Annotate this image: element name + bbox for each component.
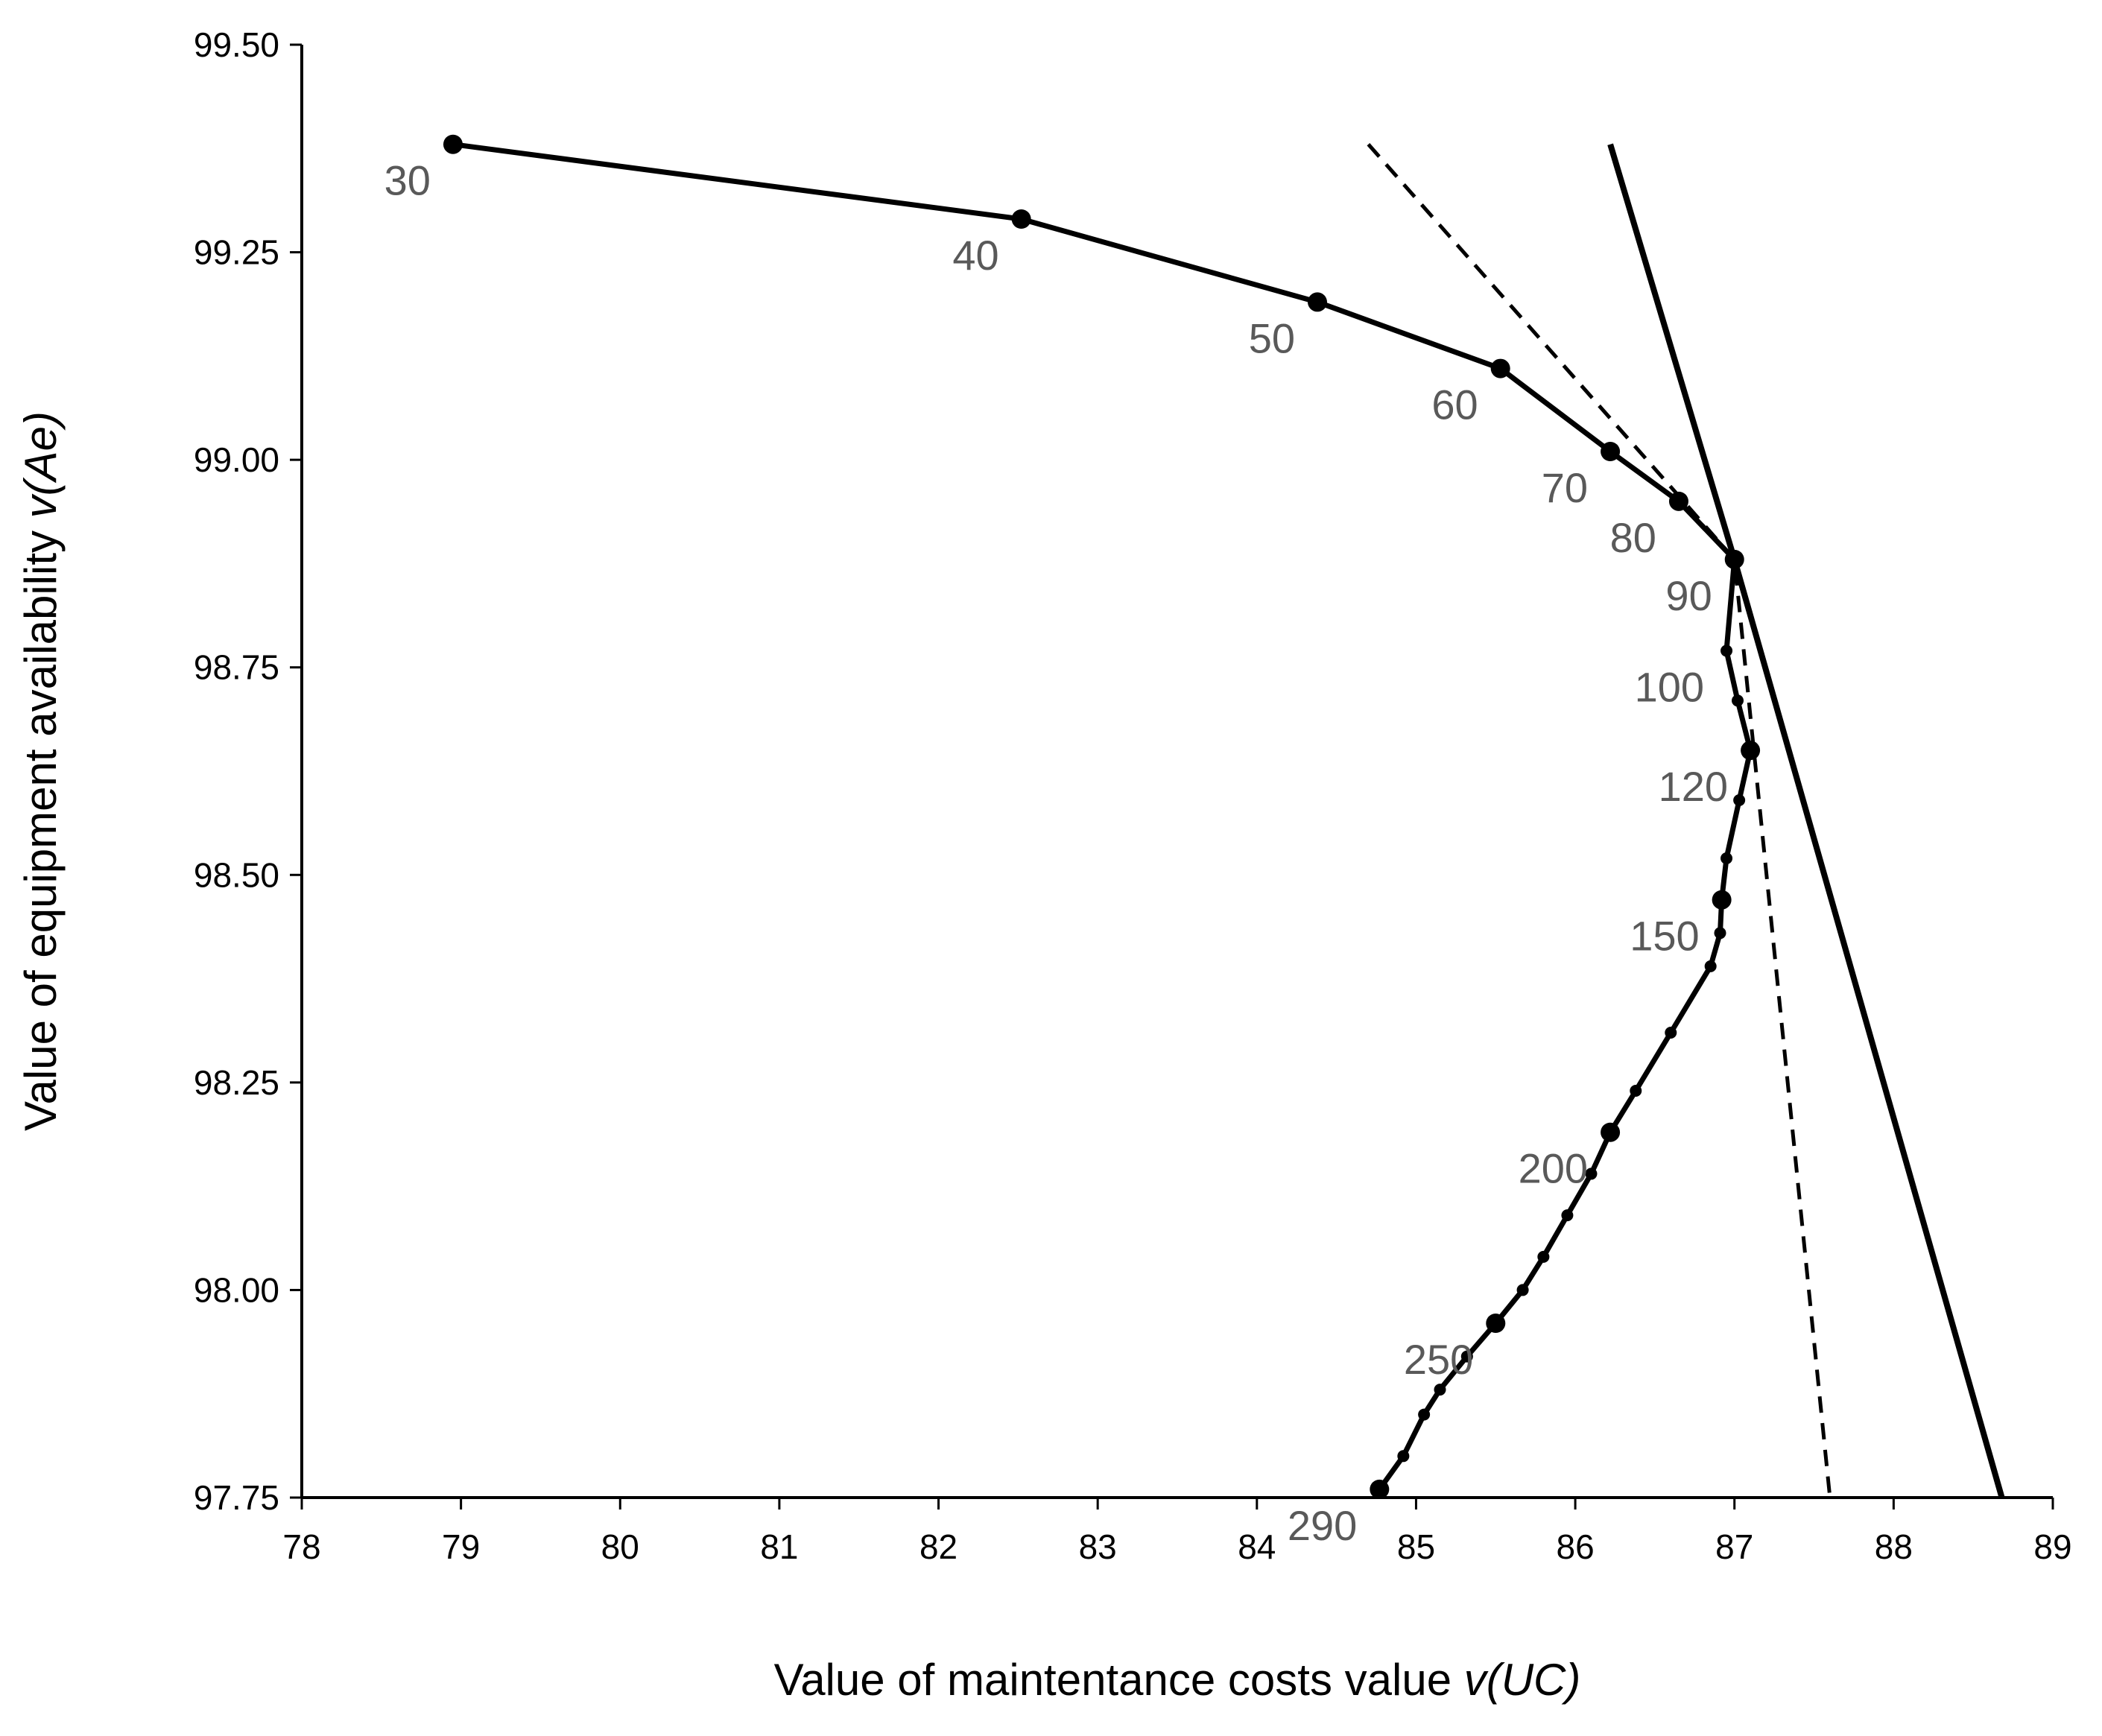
data-point-major <box>1601 442 1621 461</box>
data-point-major <box>1668 491 1688 511</box>
y-tick-label: 98.75 <box>194 648 279 687</box>
x-tick-label: 79 <box>442 1527 480 1566</box>
y-tick-label: 99.00 <box>194 440 279 479</box>
data-point-minor <box>1665 1027 1677 1039</box>
point-label: 120 <box>1659 763 1728 810</box>
data-point-minor <box>1516 1284 1529 1296</box>
point-label: 250 <box>1404 1336 1473 1383</box>
x-tick-label: 83 <box>1079 1527 1117 1566</box>
data-point-major <box>1712 890 1732 910</box>
data-point-major <box>1741 741 1761 761</box>
data-point-minor <box>1561 1209 1574 1222</box>
data-point-major <box>1490 358 1510 378</box>
data-point-minor <box>1537 1250 1550 1263</box>
point-label: 30 <box>384 157 431 204</box>
y-axis-title-text: Value of equipment availability <box>16 518 66 1131</box>
point-label: 60 <box>1431 381 1478 428</box>
data-point-minor <box>1704 960 1717 972</box>
y-axis-title-variable: v(Ae) <box>16 411 66 518</box>
data-point-major <box>1370 1479 1390 1499</box>
y-tick-label: 99.50 <box>194 25 279 64</box>
point-label: 290 <box>1288 1502 1357 1549</box>
data-point-minor <box>1418 1408 1431 1421</box>
data-point-major <box>1601 1122 1621 1142</box>
data-point-minor <box>1460 1350 1473 1363</box>
y-tick-label: 98.00 <box>194 1270 279 1309</box>
data-point-minor <box>1714 927 1726 940</box>
x-tick-label: 81 <box>760 1527 798 1566</box>
x-axis-title-text: Value of maintentance costs value <box>774 1655 1464 1705</box>
data-point-major <box>1486 1314 1506 1333</box>
x-tick-label: 84 <box>1238 1527 1276 1566</box>
point-label: 70 <box>1542 464 1588 511</box>
x-tick-label: 87 <box>1715 1527 1753 1566</box>
point-label: 50 <box>1249 314 1295 361</box>
data-point-major <box>1011 209 1031 229</box>
data-point-minor <box>1720 852 1733 864</box>
point-label: 40 <box>952 232 998 279</box>
x-tick-label: 85 <box>1397 1527 1435 1566</box>
point-label: 100 <box>1635 663 1704 710</box>
point-label: 150 <box>1630 913 1699 960</box>
point-label: 200 <box>1519 1145 1588 1192</box>
series-2-line <box>1607 143 2005 1499</box>
axes: 78 79 80 81 82 83 84 85 86 87 88 89 97.75 98.00 98.25 9… <box>194 25 2072 1566</box>
y-tick-label: 99.25 <box>194 233 279 272</box>
x-axis-title-variable: v(UC) <box>1464 1655 1581 1705</box>
series-1-line <box>1367 143 1832 1498</box>
data-point-minor <box>1434 1384 1446 1396</box>
y-tick-label: 98.25 <box>194 1063 279 1102</box>
x-tick-label: 89 <box>2033 1527 2071 1566</box>
series-layer <box>443 134 2005 1499</box>
data-point-minor <box>1720 644 1733 657</box>
point-label: 80 <box>1610 514 1656 561</box>
data-point-major <box>443 134 463 154</box>
data-point-major <box>1308 292 1327 312</box>
data-point-minor <box>1397 1450 1410 1463</box>
data-point-minor <box>1732 694 1744 707</box>
data-point-minor <box>1630 1085 1642 1097</box>
x-tick-label: 88 <box>1875 1527 1913 1566</box>
y-tick-label: 97.75 <box>194 1478 279 1517</box>
x-tick-label: 82 <box>919 1527 957 1566</box>
x-tick-label: 86 <box>1557 1527 1595 1566</box>
x-tick-label: 78 <box>282 1527 320 1566</box>
x-axis-title: Value of maintentance costs value v(UC) <box>774 1655 1581 1705</box>
series-0-line <box>452 142 1753 1491</box>
data-point-minor <box>1585 1168 1598 1180</box>
x-tick-label: 80 <box>601 1527 639 1566</box>
point-label: 90 <box>1665 572 1712 619</box>
y-tick-label: 98.50 <box>194 855 279 894</box>
y-axis-title: Value of equipment availability v(Ae) <box>16 411 66 1131</box>
data-point-minor <box>1733 794 1746 806</box>
